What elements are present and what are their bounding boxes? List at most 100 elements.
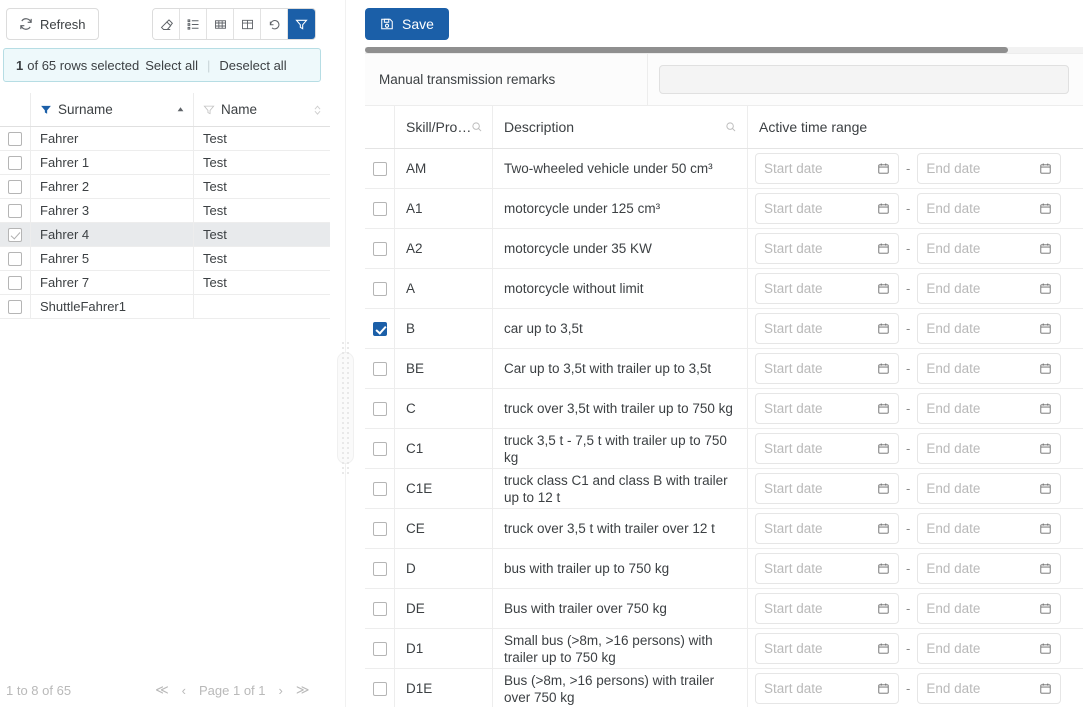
end-date-input[interactable]: End date [917, 433, 1062, 464]
row-checkbox[interactable] [372, 521, 387, 536]
grid-icon[interactable] [234, 9, 261, 39]
end-date-input[interactable]: End date [917, 313, 1062, 344]
filter-icon[interactable] [203, 104, 215, 116]
row-checkbox[interactable] [372, 361, 387, 376]
sort-none-icon[interactable] [313, 104, 322, 116]
calendar-icon[interactable] [1039, 602, 1052, 615]
column-header-surname[interactable]: Surname [30, 93, 193, 126]
row-checkbox[interactable] [8, 251, 22, 266]
start-date-input[interactable]: Start date [755, 393, 899, 424]
row-checkbox[interactable] [372, 561, 387, 576]
table-row[interactable]: C1E truck class C1 and class B with trail… [365, 469, 1083, 509]
list-icon[interactable] [180, 9, 207, 39]
eraser-icon[interactable] [153, 9, 180, 39]
end-date-input[interactable]: End date [917, 673, 1062, 704]
calendar-icon[interactable] [1039, 482, 1052, 495]
row-checkbox[interactable] [8, 299, 22, 314]
table-row[interactable]: Fahrer 1 Test [0, 151, 330, 175]
calendar-icon[interactable] [877, 362, 890, 375]
start-date-input[interactable]: Start date [755, 353, 899, 384]
end-date-input[interactable]: End date [917, 153, 1062, 184]
search-icon[interactable] [471, 121, 483, 133]
save-button[interactable]: Save [365, 8, 449, 40]
calendar-icon[interactable] [1039, 642, 1052, 655]
row-checkbox[interactable] [372, 281, 387, 296]
calendar-icon[interactable] [1039, 362, 1052, 375]
row-checkbox[interactable] [372, 201, 387, 216]
row-checkbox[interactable] [372, 241, 387, 256]
calendar-icon[interactable] [877, 202, 890, 215]
table-row[interactable]: A1 motorcycle under 125 cm³ Start date - End… [365, 189, 1083, 229]
table-row[interactable]: D1 Small bus (>8m, >16 persons) with trai… [365, 629, 1083, 669]
column-header-description[interactable]: Description [493, 106, 748, 148]
start-date-input[interactable]: Start date [755, 633, 899, 664]
undo-icon[interactable] [261, 9, 288, 39]
start-date-input[interactable]: Start date [755, 433, 899, 464]
calendar-icon[interactable] [877, 402, 890, 415]
filter-icon[interactable] [40, 104, 52, 116]
filter-icon[interactable] [288, 9, 315, 39]
calendar-icon[interactable] [1039, 322, 1052, 335]
start-date-input[interactable]: Start date [755, 273, 899, 304]
row-checkbox[interactable] [372, 641, 387, 656]
table-row[interactable]: Fahrer 2 Test [0, 175, 330, 199]
table-row[interactable]: AM Two-wheeled vehicle under 50 cm³ Start … [365, 149, 1083, 189]
end-date-input[interactable]: End date [917, 513, 1062, 544]
table-row[interactable]: CE truck over 3,5 t with trailer over 12 … [365, 509, 1083, 549]
row-checkbox[interactable] [8, 179, 22, 194]
table-row[interactable]: ShuttleFahrer1 [0, 295, 330, 319]
row-checkbox[interactable] [8, 203, 22, 218]
start-date-input[interactable]: Start date [755, 513, 899, 544]
first-page-button[interactable]: ≪ [155, 682, 169, 697]
calendar-icon[interactable] [1039, 202, 1052, 215]
start-date-input[interactable]: Start date [755, 313, 899, 344]
calendar-icon[interactable] [877, 602, 890, 615]
end-date-input[interactable]: End date [917, 193, 1062, 224]
next-page-button[interactable]: › [278, 682, 283, 698]
start-date-input[interactable]: Start date [755, 593, 899, 624]
calendar-icon[interactable] [877, 682, 890, 695]
start-date-input[interactable]: Start date [755, 193, 899, 224]
table-row[interactable]: BE Car up to 3,5t with trailer up to 3,5t… [365, 349, 1083, 389]
start-date-input[interactable]: Start date [755, 673, 899, 704]
calendar-icon[interactable] [877, 282, 890, 295]
start-date-input[interactable]: Start date [755, 473, 899, 504]
row-checkbox[interactable] [372, 481, 387, 496]
manual-transmission-remarks-input[interactable] [659, 65, 1069, 94]
start-date-input[interactable]: Start date [755, 153, 899, 184]
table-row[interactable]: Fahrer 3 Test [0, 199, 330, 223]
table-row[interactable]: Fahrer 7 Test [0, 271, 330, 295]
row-checkbox[interactable] [372, 321, 387, 336]
row-checkbox[interactable] [372, 601, 387, 616]
column-header-skill[interactable]: Skill/Pro… [395, 106, 493, 148]
end-date-input[interactable]: End date [917, 473, 1062, 504]
calendar-icon[interactable] [1039, 562, 1052, 575]
row-checkbox[interactable] [8, 227, 22, 242]
panel-splitter[interactable] [330, 0, 360, 707]
end-date-input[interactable]: End date [917, 593, 1062, 624]
table-row[interactable]: Fahrer Test [0, 127, 330, 151]
table-row[interactable]: Fahrer 4 Test [0, 223, 330, 247]
calendar-icon[interactable] [877, 522, 890, 535]
sort-ascending-icon[interactable] [176, 105, 185, 114]
start-date-input[interactable]: Start date [755, 233, 899, 264]
column-header-name[interactable]: Name [193, 93, 330, 126]
row-checkbox[interactable] [8, 155, 22, 170]
calendar-icon[interactable] [1039, 162, 1052, 175]
deselect-all-link[interactable]: Deselect all [219, 57, 287, 73]
row-checkbox[interactable] [372, 441, 387, 456]
calendar-icon[interactable] [1039, 682, 1052, 695]
row-checkbox[interactable] [8, 131, 22, 146]
calendar-icon[interactable] [1039, 522, 1052, 535]
refresh-button[interactable]: Refresh [6, 8, 99, 40]
table-row[interactable]: DE Bus with trailer over 750 kg Start date… [365, 589, 1083, 629]
calendar-icon[interactable] [1039, 402, 1052, 415]
table-row[interactable]: C1 truck 3,5 t - 7,5 t with trailer up to… [365, 429, 1083, 469]
row-checkbox[interactable] [8, 275, 22, 290]
start-date-input[interactable]: Start date [755, 553, 899, 584]
row-checkbox[interactable] [372, 681, 387, 696]
search-icon[interactable] [725, 121, 737, 133]
